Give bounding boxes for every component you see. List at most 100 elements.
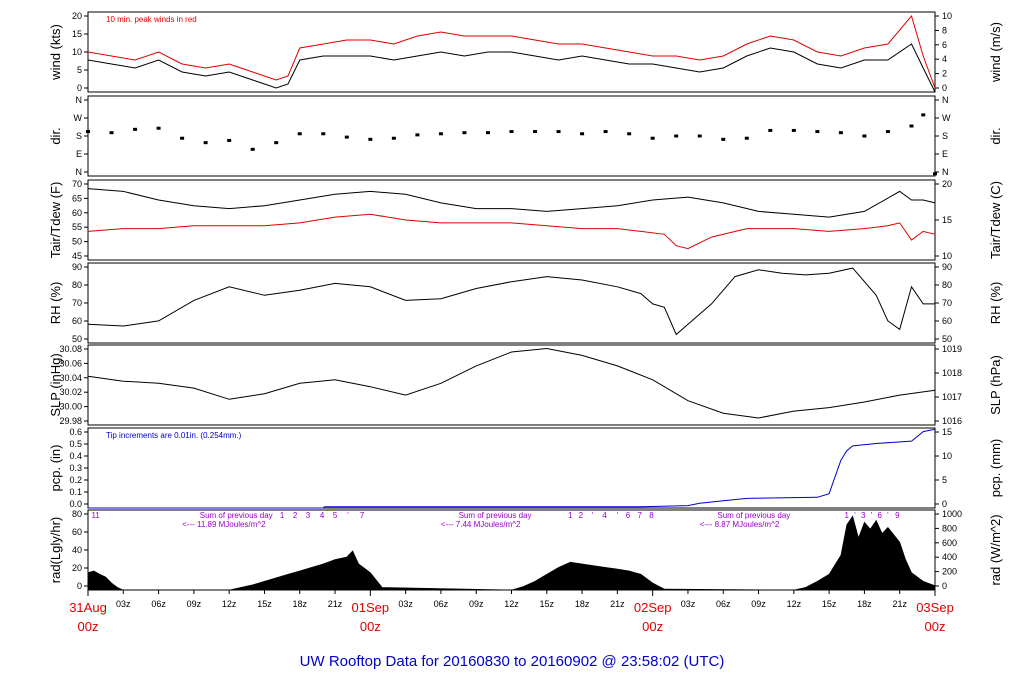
point	[133, 127, 138, 131]
ytick-label-left: 70	[72, 179, 82, 189]
ytick-label-left: 65	[72, 193, 82, 203]
ylabel-right: rad (W/m^2)	[988, 514, 1003, 585]
hour-marker: '	[347, 511, 349, 520]
series-wind	[87, 43, 936, 93]
rad-annotation: Sum of previous day	[200, 511, 273, 520]
point	[533, 130, 538, 134]
ytick-label-right: 10	[942, 251, 952, 261]
point	[697, 134, 702, 138]
hour-marker: '	[617, 511, 619, 520]
hour-marker: 5	[333, 511, 338, 520]
rad-annotation: <--- 11.89 MJoules/m^2	[182, 520, 266, 529]
hour-marker: 1	[280, 511, 285, 520]
hour-marker: '	[592, 511, 594, 520]
ytick-label-left: 30.08	[59, 344, 82, 354]
panel-note: Tip increments are 0.01in. (0.254mm.)	[106, 431, 242, 440]
ytick-label-left: 90	[72, 262, 82, 272]
ytick-label-right: 15	[942, 215, 952, 225]
hour-marker: '	[871, 511, 873, 520]
xtick-label: 15z	[540, 599, 555, 609]
xtick-label: 06z	[716, 599, 731, 609]
rad-annotation: Sum of previous day	[717, 511, 790, 520]
ytick-label-right: 50	[942, 334, 952, 344]
xtick-label: 12z	[504, 599, 519, 609]
ytick-label-right: 1019	[942, 344, 962, 354]
day-z-label: 00z	[642, 619, 663, 634]
point	[227, 138, 232, 142]
ylabel-left: dir.	[48, 127, 63, 144]
point	[721, 137, 726, 141]
ytick-label-right: 15	[942, 427, 952, 437]
point	[650, 136, 655, 140]
ytick-label-left: N	[76, 167, 83, 177]
ytick-label-left: 50	[72, 334, 82, 344]
ytick-label-left: 0.6	[69, 427, 82, 437]
xtick-label: 03z	[681, 599, 696, 609]
ylabel-left: RH (%)	[48, 282, 63, 325]
ytick-label-right: 800	[942, 523, 957, 533]
point	[321, 132, 326, 136]
hour-marker: 2	[293, 511, 298, 520]
ytick-label-left: W	[74, 113, 83, 123]
ytick-label-right: 400	[942, 552, 957, 562]
hour-marker: 6	[877, 511, 882, 520]
point	[838, 131, 843, 135]
panel-5: 0.0 0.1 0.2 0.3 0.4 0.5 0.6 0 5 10 15 pcp. (in) pcp.…	[48, 427, 1003, 509]
ytick-label-right: 200	[942, 567, 957, 577]
ytick-label-right: W	[942, 113, 951, 123]
point	[815, 130, 820, 134]
ytick-label-left: N	[76, 95, 83, 105]
ytick-label-left: 0.0	[69, 499, 82, 509]
point	[768, 128, 773, 132]
ytick-label-right: 80	[942, 280, 952, 290]
hour-marker: 9	[895, 511, 900, 520]
xtick-label: 06z	[434, 599, 449, 609]
ytick-label-left: 80	[72, 509, 82, 519]
point	[509, 130, 514, 134]
series-Tdew	[87, 213, 936, 250]
ytick-label-left: 60	[72, 208, 82, 218]
rad-annotation: Sum of previous day	[459, 511, 532, 520]
ytick-label-left: 0	[77, 83, 82, 93]
ylabel-left: Tair/Tdew (F)	[48, 182, 63, 259]
ytick-label-right: 90	[942, 262, 952, 272]
ylabel-right: pcp. (mm)	[988, 439, 1003, 498]
ytick-label-left: 45	[72, 251, 82, 261]
hour-marker: 1	[568, 511, 573, 520]
panel-4: 29.98 30.00 30.02 30.04 30.06 30.08 1016 1017 10…	[48, 344, 1003, 426]
ytick-label-right: 8	[942, 25, 947, 35]
ytick-label-right: 0	[942, 499, 947, 509]
xtick-label: 12z	[222, 599, 237, 609]
point	[862, 134, 867, 138]
day-z-label: 00z	[78, 619, 99, 634]
series-SLP	[87, 347, 936, 419]
page-title: UW Rooftop Data for 20160830 to 20160902…	[300, 653, 725, 670]
ytick-label-right: 20	[942, 179, 952, 189]
point	[603, 130, 608, 134]
ytick-label-left: 0.5	[69, 439, 82, 449]
point	[250, 147, 255, 151]
ytick-label-right: 5	[942, 475, 947, 485]
ylabel-right: dir.	[988, 127, 1003, 144]
ylabel-left: pcp. (in)	[48, 445, 63, 492]
ytick-label-left: 20	[72, 11, 82, 21]
panel-frame	[87, 427, 936, 509]
ytick-label-right: 600	[942, 538, 957, 548]
ytick-label-left: 20	[72, 563, 82, 573]
ytick-label-left: 0.3	[69, 463, 82, 473]
xtick-label: 06z	[151, 599, 166, 609]
xtick-label: 21z	[610, 599, 625, 609]
ytick-label-left: 30.06	[59, 358, 82, 368]
xtick-label: 03z	[398, 599, 413, 609]
ytick-label-right: 0	[942, 581, 947, 591]
xtick-label: 03z	[116, 599, 131, 609]
ytick-label-left: 15	[72, 29, 82, 39]
ytick-label-right: S	[942, 131, 948, 141]
ylabel-right: Tair/Tdew (C)	[988, 181, 1003, 259]
point	[391, 136, 396, 140]
ytick-label-left: 55	[72, 222, 82, 232]
day-label: 02Sep	[634, 600, 672, 615]
hour-marker: 8	[649, 511, 654, 520]
